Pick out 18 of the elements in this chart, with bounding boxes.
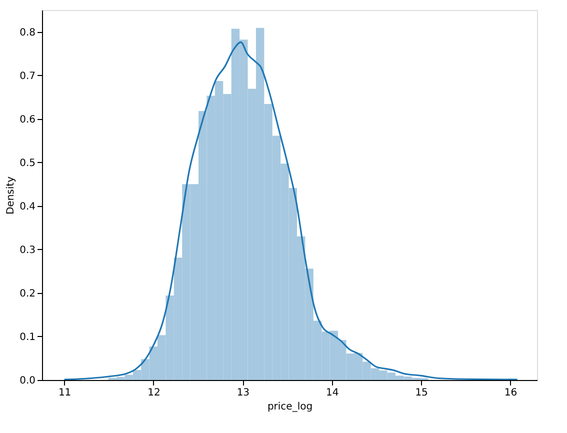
- x-axis-title: price_log: [267, 402, 313, 412]
- line-series: [63, 41, 518, 380]
- x-tick-label: 11: [58, 388, 72, 398]
- y-tick-label: 0.4: [20, 201, 36, 212]
- y-tick-label: 0.7: [20, 70, 36, 82]
- y-tick-label: 0.3: [20, 244, 36, 256]
- x-tick-label: 16: [504, 388, 518, 398]
- y-tick-label: 0.2: [20, 288, 36, 300]
- x-tick-label: 12: [148, 388, 160, 398]
- y-tick-label: 0.0: [20, 376, 36, 386]
- x-tick-label: 13: [236, 388, 250, 398]
- x-tick-label: 15: [415, 388, 428, 398]
- x-tick-label: 14: [326, 388, 339, 398]
- y-tick-label: 0.5: [20, 158, 36, 169]
- y-tick-label: 0.1: [20, 332, 36, 343]
- y-tick-label: 0.6: [20, 114, 36, 126]
- y-tick-label: 0.8: [20, 27, 36, 38]
- y-axis-title: Density: [6, 176, 17, 215]
